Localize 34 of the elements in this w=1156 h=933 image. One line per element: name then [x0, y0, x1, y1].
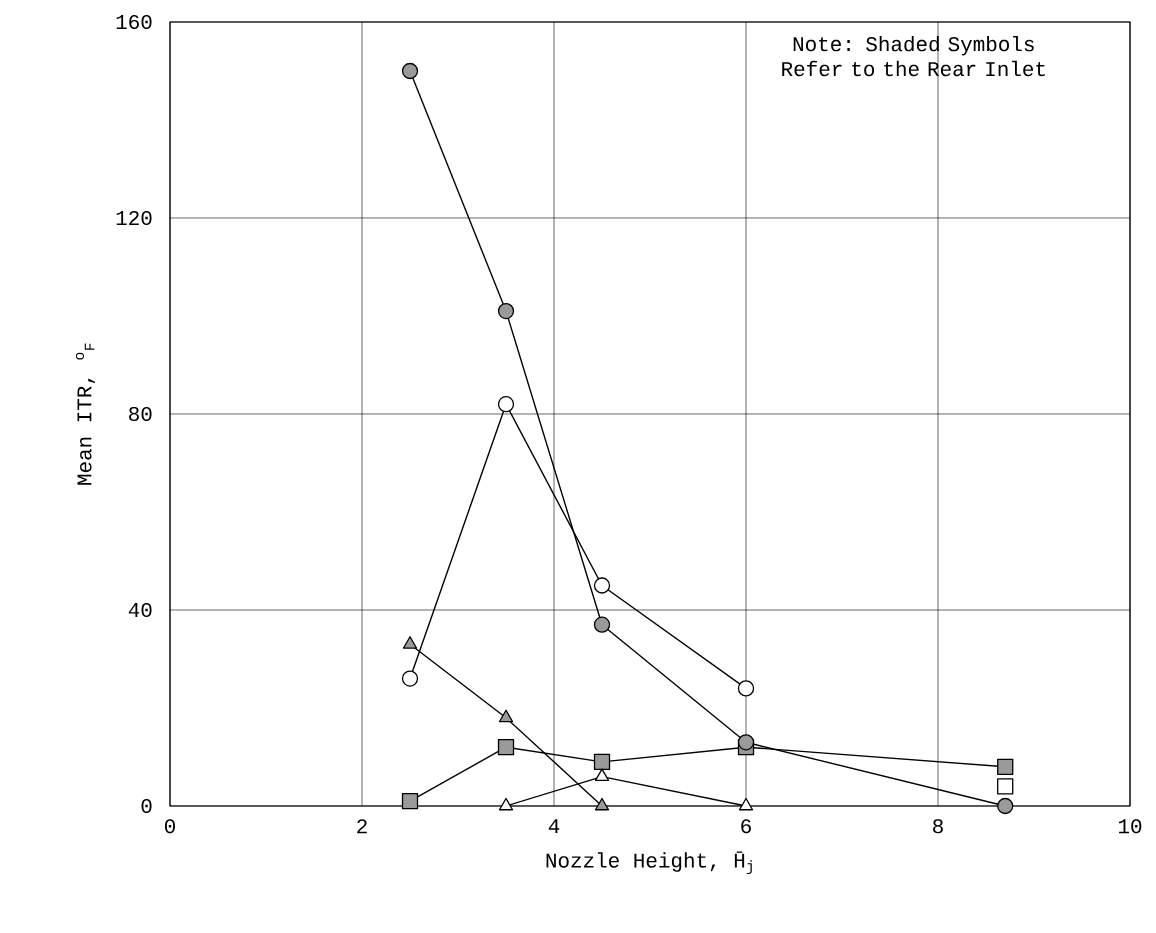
annotation: Note: Shaded Symbols Refer to the Rear Inlet: [782, 35, 1045, 77]
y-tick-label: 160: [116, 14, 152, 30]
x-tick-label: 2: [357, 819, 367, 834]
x-tick-label: 4: [548, 819, 560, 833]
point: [593, 577, 611, 594]
y-tick-label: 0: [141, 798, 152, 814]
y-tick-label: 40: [128, 602, 152, 618]
point: [402, 636, 418, 649]
x-tick-label: 10: [1118, 819, 1142, 834]
point: [497, 302, 515, 320]
point: [497, 739, 515, 756]
x-axis-title: Nozzle Height, H̄$_{j}$: [546, 851, 752, 875]
point: [401, 792, 419, 810]
point: [401, 670, 419, 687]
x-tick-label: 6: [741, 819, 751, 834]
point: [593, 753, 611, 771]
point: [997, 778, 1014, 795]
point: [497, 396, 515, 413]
x-tick-label: 8: [933, 819, 943, 834]
point: [498, 797, 514, 811]
point: [594, 797, 610, 811]
point: [738, 797, 754, 811]
point: [401, 62, 419, 80]
point: [498, 709, 514, 723]
point: [594, 768, 610, 781]
y-tick-label: 120: [116, 210, 152, 226]
point: [593, 616, 611, 633]
point: [737, 734, 755, 751]
y-axis-title: Mean ITR, $^{o}$F: [75, 343, 96, 485]
point: [997, 758, 1014, 775]
point: [997, 797, 1014, 815]
x-tick-label: 0: [165, 819, 175, 834]
y-tick-label: 80: [129, 406, 152, 422]
point: [737, 680, 755, 697]
